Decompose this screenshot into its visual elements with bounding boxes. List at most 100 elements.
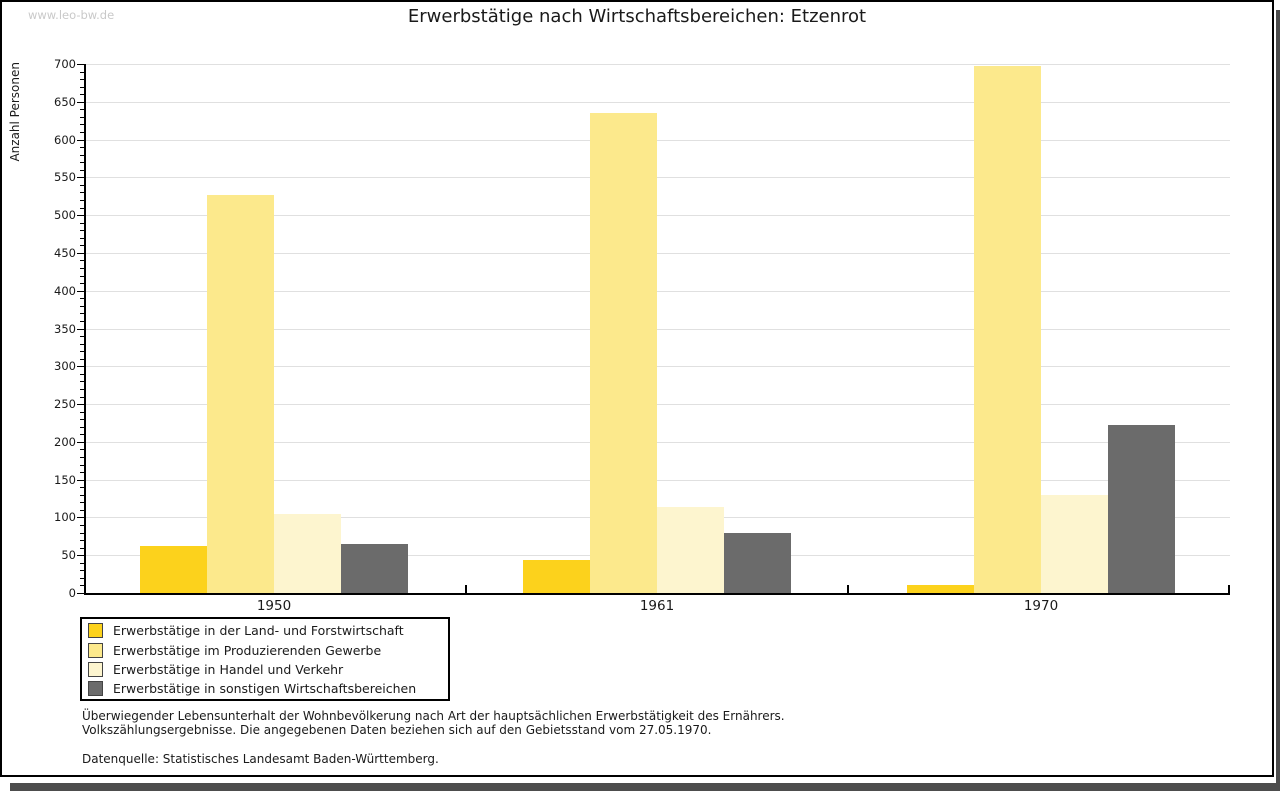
y-minor-tick (80, 313, 84, 315)
y-tick-label-100: 100 (54, 510, 76, 525)
y-minor-tick (80, 192, 84, 194)
bar-1950-series-1 (140, 546, 207, 593)
bar-1961-series-1 (523, 560, 590, 593)
y-minor-tick (80, 200, 84, 202)
y-minor-tick (80, 388, 84, 390)
gridline-y-600 (86, 139, 1230, 141)
y-major-tick-200 (77, 441, 84, 443)
y-tick-label-0: 0 (68, 586, 76, 600)
bar-1961-series-2 (590, 113, 657, 593)
y-minor-tick (80, 524, 84, 526)
y-major-tick-350 (77, 328, 84, 330)
y-minor-tick (80, 419, 84, 421)
y-major-tick-50 (77, 555, 84, 557)
y-tick-label-300: 300 (54, 359, 76, 374)
legend-item-4: Erwerbstätige in sonstigen Wirtschaftsbe… (88, 679, 448, 698)
y-minor-tick (80, 540, 84, 542)
watermark: www.leo-bw.de (28, 8, 115, 22)
y-minor-tick (80, 116, 84, 118)
bar-1961-series-3 (657, 507, 724, 593)
y-minor-tick (80, 336, 84, 338)
y-minor-tick (80, 487, 84, 489)
y-tick-label-450: 450 (54, 245, 76, 260)
y-minor-tick (80, 169, 84, 171)
chart-frame: www.leo-bw.de Erwerbstätige nach Wirtsch… (0, 0, 1274, 777)
bar-1950-series-2 (207, 195, 274, 593)
y-tick-label-350: 350 (54, 321, 76, 336)
gridline-y-200 (86, 441, 1230, 443)
legend-item-1: Erwerbstätige in der Land- und Forstwirt… (88, 621, 448, 640)
y-minor-tick (80, 222, 84, 224)
x-category-label-1961: 1961 (639, 598, 675, 614)
y-major-tick-550 (77, 177, 84, 179)
gridline-y-400 (86, 290, 1230, 292)
y-minor-tick (80, 283, 84, 285)
y-minor-tick (80, 434, 84, 436)
y-minor-tick (80, 472, 84, 474)
y-minor-tick (80, 494, 84, 496)
gridline-y-550 (86, 177, 1230, 179)
legend-swatch-icon (88, 623, 103, 639)
data-source-text: Datenquelle: Statistisches Landesamt Bad… (82, 752, 439, 766)
gridline-y-500 (86, 215, 1230, 217)
y-minor-tick (80, 245, 84, 247)
y-minor-tick (80, 86, 84, 88)
y-minor-tick (80, 147, 84, 149)
y-minor-tick (80, 71, 84, 73)
drop-shadow-bottom (10, 783, 1280, 791)
y-major-tick-0 (77, 593, 84, 594)
bar-1970-series-4 (1108, 425, 1175, 593)
footnote-line-1: Überwiegender Lebensunterhalt der Wohnbe… (82, 709, 785, 723)
y-major-tick-400 (77, 290, 84, 292)
footnote-line-2: Volkszählungsergebnisse. Die angegebenen… (82, 722, 712, 737)
y-minor-tick (80, 132, 84, 133)
bar-1950-series-4 (341, 544, 408, 593)
y-tick-label-200: 200 (54, 434, 76, 449)
y-minor-tick (80, 426, 84, 428)
bar-1970-series-3 (1041, 495, 1108, 593)
gridline-y-150 (86, 479, 1230, 481)
y-tick-label-700: 700 (54, 57, 76, 71)
x-category-label-1970: 1970 (1023, 598, 1059, 614)
bar-1970-series-1 (907, 585, 974, 593)
legend-item-3: Erwerbstätige in Handel und Verkehr (88, 660, 448, 679)
chart-title: Erwerbstätige nach Wirtschaftsbereichen:… (407, 6, 867, 27)
y-tick-label-550: 550 (54, 170, 76, 185)
y-minor-tick (80, 260, 84, 262)
y-minor-tick (80, 509, 84, 511)
gridline-y-300 (86, 366, 1230, 368)
y-minor-tick (80, 456, 84, 458)
gridline-y-700 (86, 64, 1230, 65)
y-minor-tick (80, 343, 84, 345)
x-axis-tick (1228, 585, 1230, 593)
y-minor-tick (80, 502, 84, 504)
plot-area: 0 50 100 150 200 250 300 350 400 450 500 550 600 650 7… (54, 57, 1230, 614)
y-tick-label-400: 400 (54, 283, 76, 298)
y-tick-label-600: 600 (54, 132, 76, 147)
y-major-tick-100 (77, 517, 84, 519)
gridline-y-450 (86, 252, 1230, 254)
y-major-tick-450 (77, 252, 84, 254)
x-category-label-1950: 1950 (256, 598, 292, 614)
y-major-tick-700 (77, 64, 84, 65)
y-minor-tick (80, 358, 84, 360)
y-minor-tick (80, 298, 84, 300)
x-axis-tick (847, 585, 849, 593)
gridline-y-350 (86, 328, 1230, 330)
y-minor-tick (80, 532, 84, 534)
footnote-text: Überwiegender Lebensunterhalt der Wohnbe… (82, 709, 785, 737)
legend-item-2: Erwerbstätige im Produzierenden Gewerbe (88, 640, 448, 659)
y-minor-tick (80, 449, 84, 451)
y-major-tick-650 (77, 101, 84, 103)
legend-item-label: Erwerbstätige im Produzierenden Gewerbe (113, 642, 382, 658)
legend-box: Erwerbstätige in der Land- und Forstwirt… (80, 617, 450, 701)
gridline-y-650 (86, 101, 1230, 103)
y-minor-tick (80, 94, 84, 96)
y-minor-tick (80, 79, 84, 81)
y-minor-tick (80, 207, 84, 209)
legend-item-label: Erwerbstätige in sonstigen Wirtschaftsbe… (113, 681, 417, 697)
y-tick-label-150: 150 (54, 472, 76, 487)
y-minor-tick (80, 464, 84, 466)
y-tick-label-250: 250 (54, 397, 76, 412)
y-minor-tick (80, 547, 84, 549)
